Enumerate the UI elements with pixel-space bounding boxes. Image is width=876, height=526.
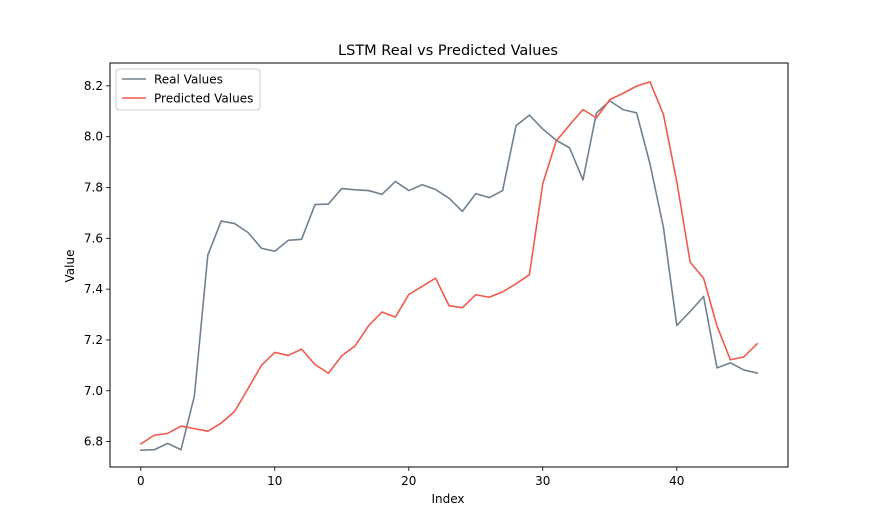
legend-predicted-values-label: Predicted Values	[154, 92, 253, 106]
x-tick-label: 20	[401, 474, 416, 488]
y-tick-label: 7.2	[84, 333, 103, 347]
y-tick-label: 8.0	[84, 130, 103, 144]
x-tick-label: 0	[137, 474, 145, 488]
y-axis-label: Value	[63, 250, 77, 283]
y-tick-label: 7.6	[84, 231, 103, 245]
x-tick-label: 40	[669, 474, 684, 488]
plot-area	[139, 81, 759, 452]
series-line-real-values	[139, 100, 759, 452]
y-tick-label: 7.0	[84, 384, 103, 398]
y-tick-label: 7.8	[84, 181, 103, 195]
legend: Real Values Predicted Values	[115, 68, 261, 111]
x-tick-label: 30	[535, 474, 550, 488]
y-axis: 6.8 7.0 7.2 7.4 7.6 7.8 8.0 8.2	[84, 79, 110, 449]
series-line-predicted-values	[139, 81, 759, 445]
legend-box	[115, 68, 261, 111]
x-axis: 0 10 20 30 40	[137, 467, 684, 488]
x-axis-label: Index	[431, 492, 464, 506]
plot-frame	[109, 62, 789, 468]
y-tick-label: 8.2	[84, 79, 103, 93]
x-tick-label: 10	[267, 474, 282, 488]
y-tick-label: 6.8	[84, 435, 103, 449]
legend-real-values-label: Real Values	[154, 73, 223, 87]
y-tick-label: 7.4	[84, 282, 103, 296]
chart-title: LSTM Real vs Predicted Values	[338, 43, 558, 59]
